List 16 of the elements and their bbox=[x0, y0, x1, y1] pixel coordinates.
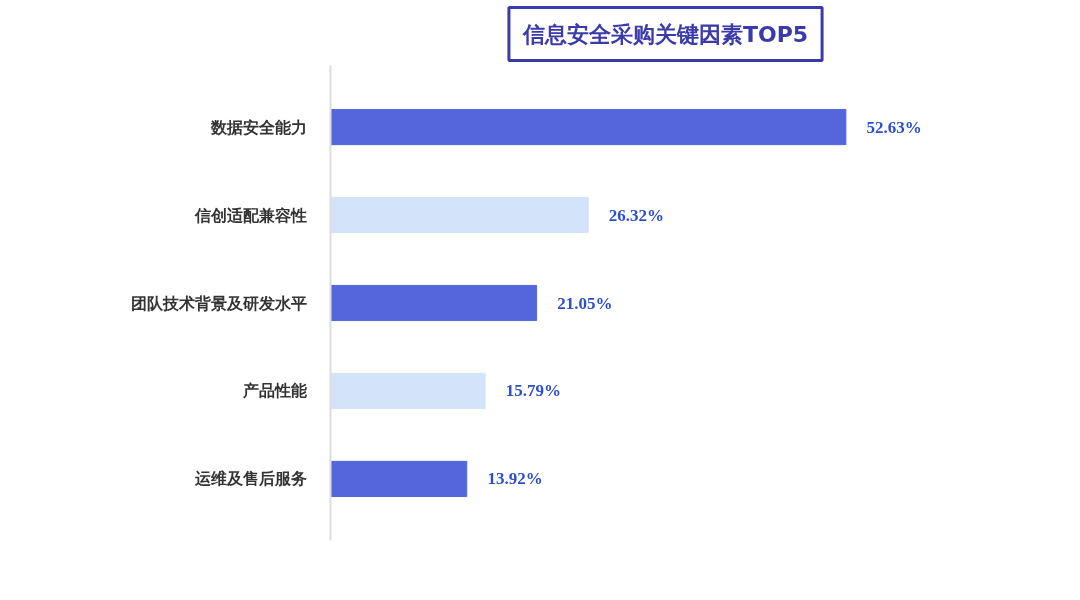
y-tick-label: 团队技术背景及研发水平 bbox=[130, 293, 307, 313]
data-label: 13.92% bbox=[487, 469, 543, 489]
y-tick-label: 信创适配兼容性 bbox=[193, 205, 307, 225]
data-label: 21.05% bbox=[557, 293, 613, 313]
chart-title: 信息安全采购关键因素TOP5 bbox=[521, 21, 809, 47]
y-tick-label: 运维及售后服务 bbox=[193, 469, 307, 489]
bar bbox=[330, 460, 468, 498]
data-label: 26.32% bbox=[608, 205, 665, 225]
data-label: 52.63% bbox=[866, 117, 922, 137]
bar bbox=[330, 372, 486, 410]
y-tick-label: 数据安全能力 bbox=[209, 117, 307, 137]
bar bbox=[330, 108, 847, 146]
bar bbox=[330, 196, 589, 234]
bar bbox=[330, 284, 538, 322]
y-tick-label: 产品性能 bbox=[241, 381, 307, 401]
data-label: 15.79% bbox=[505, 381, 561, 401]
